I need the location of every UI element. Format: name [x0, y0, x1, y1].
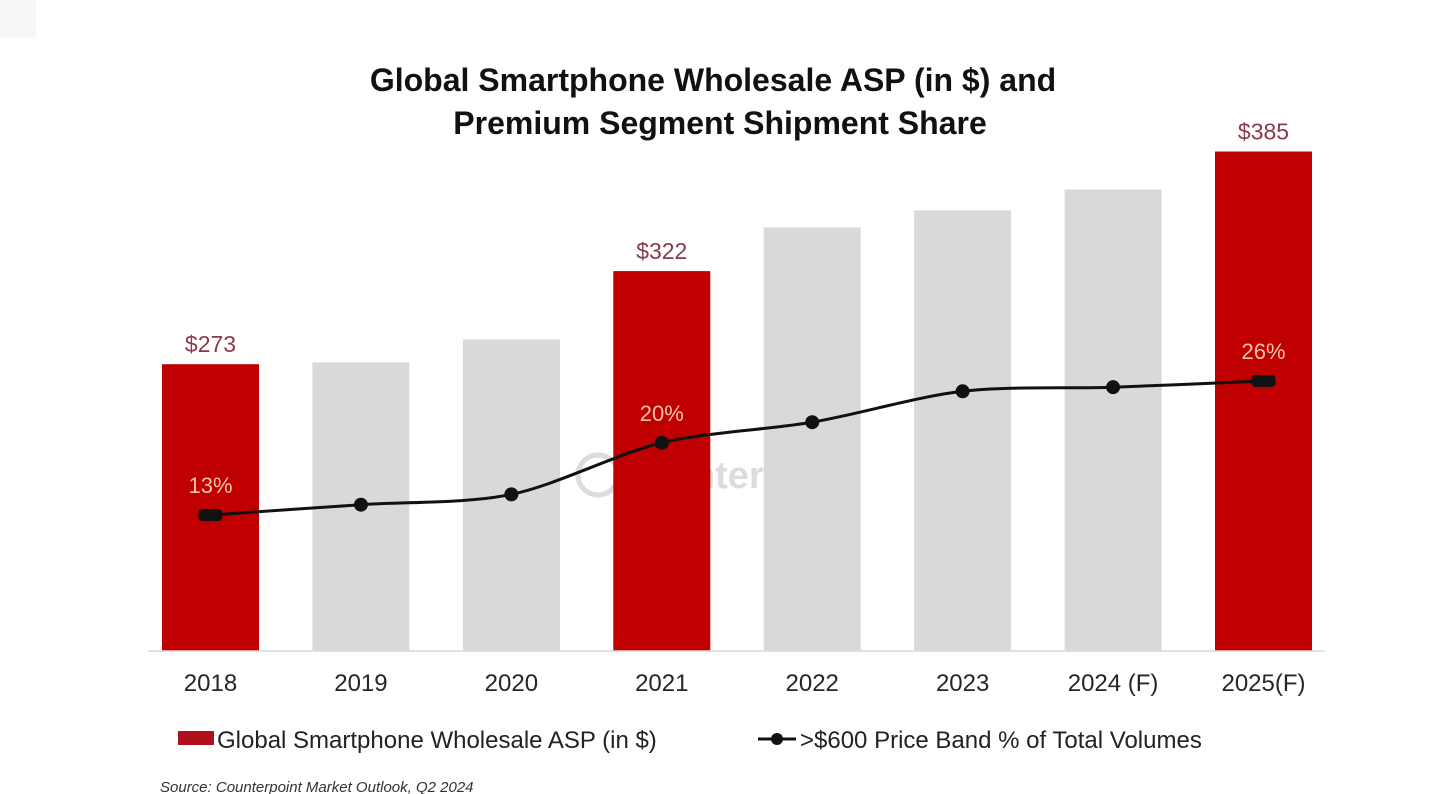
x-tick-label: 2018: [184, 670, 237, 697]
bar-value-label: $385: [1238, 118, 1289, 144]
bar-2025-f: [1215, 151, 1312, 651]
line-value-label: 20%: [640, 401, 684, 426]
x-tick-label: 2019: [334, 670, 387, 697]
line-point-2019: [353, 497, 368, 512]
x-tick-label: 2022: [786, 670, 839, 697]
line-point-2018: [198, 509, 223, 521]
bar-value-label: $322: [636, 238, 687, 264]
line-series-path: [210, 379, 1264, 517]
legend-bar-label: Global Smartphone Wholesale ASP (in $): [217, 727, 657, 754]
x-tick-label: 2020: [485, 670, 538, 697]
bars-group: [162, 151, 1312, 651]
line-point-2023: [955, 384, 970, 399]
line-series-group: [198, 374, 1276, 521]
watermark-logo-icon: [575, 452, 621, 498]
bar-2022: [763, 227, 861, 651]
x-tick-label: 2024 (F): [1068, 670, 1159, 697]
line-point-2020: [504, 487, 519, 502]
line-point-2024-f: [1106, 380, 1121, 395]
line-value-label: 13%: [188, 473, 232, 498]
corner-artifact: [0, 0, 36, 38]
chart-title-line-2: Premium Segment Shipment Share: [453, 105, 986, 141]
line-point-2022: [805, 415, 820, 430]
chart-title-line-1: Global Smartphone Wholesale ASP (in $) a…: [370, 62, 1056, 98]
bar-2018: [162, 364, 259, 651]
bar-2021: [613, 271, 711, 651]
bar-value-label: $273: [185, 331, 236, 357]
x-tick-label: 2023: [936, 670, 989, 697]
data-labels-group: $273 $322 $385 13% 20% 26%: [185, 118, 1289, 498]
x-tick-label: 2025(F): [1221, 670, 1305, 697]
source-note: Source: Counterpoint Market Outlook, Q2 …: [160, 779, 474, 794]
bar-2023: [914, 210, 1012, 651]
legend-bar-swatch-icon: [178, 731, 214, 745]
line-value-label: 26%: [1241, 339, 1285, 364]
legend: Global Smartphone Wholesale ASP (in $) >…: [178, 727, 1202, 754]
line-point-2025-f: [1251, 374, 1276, 387]
legend-line-label: >$600 Price Band % of Total Volumes: [800, 727, 1202, 754]
bar-2024-f: [1064, 189, 1162, 651]
x-tick-label: 2021: [635, 670, 688, 697]
category-labels-group: 2018 2019 2020 2021 2022 2023 2024 (F) 2025(F): [184, 670, 1306, 697]
legend-line-marker-icon: [771, 733, 783, 745]
line-point-2021: [654, 435, 669, 450]
